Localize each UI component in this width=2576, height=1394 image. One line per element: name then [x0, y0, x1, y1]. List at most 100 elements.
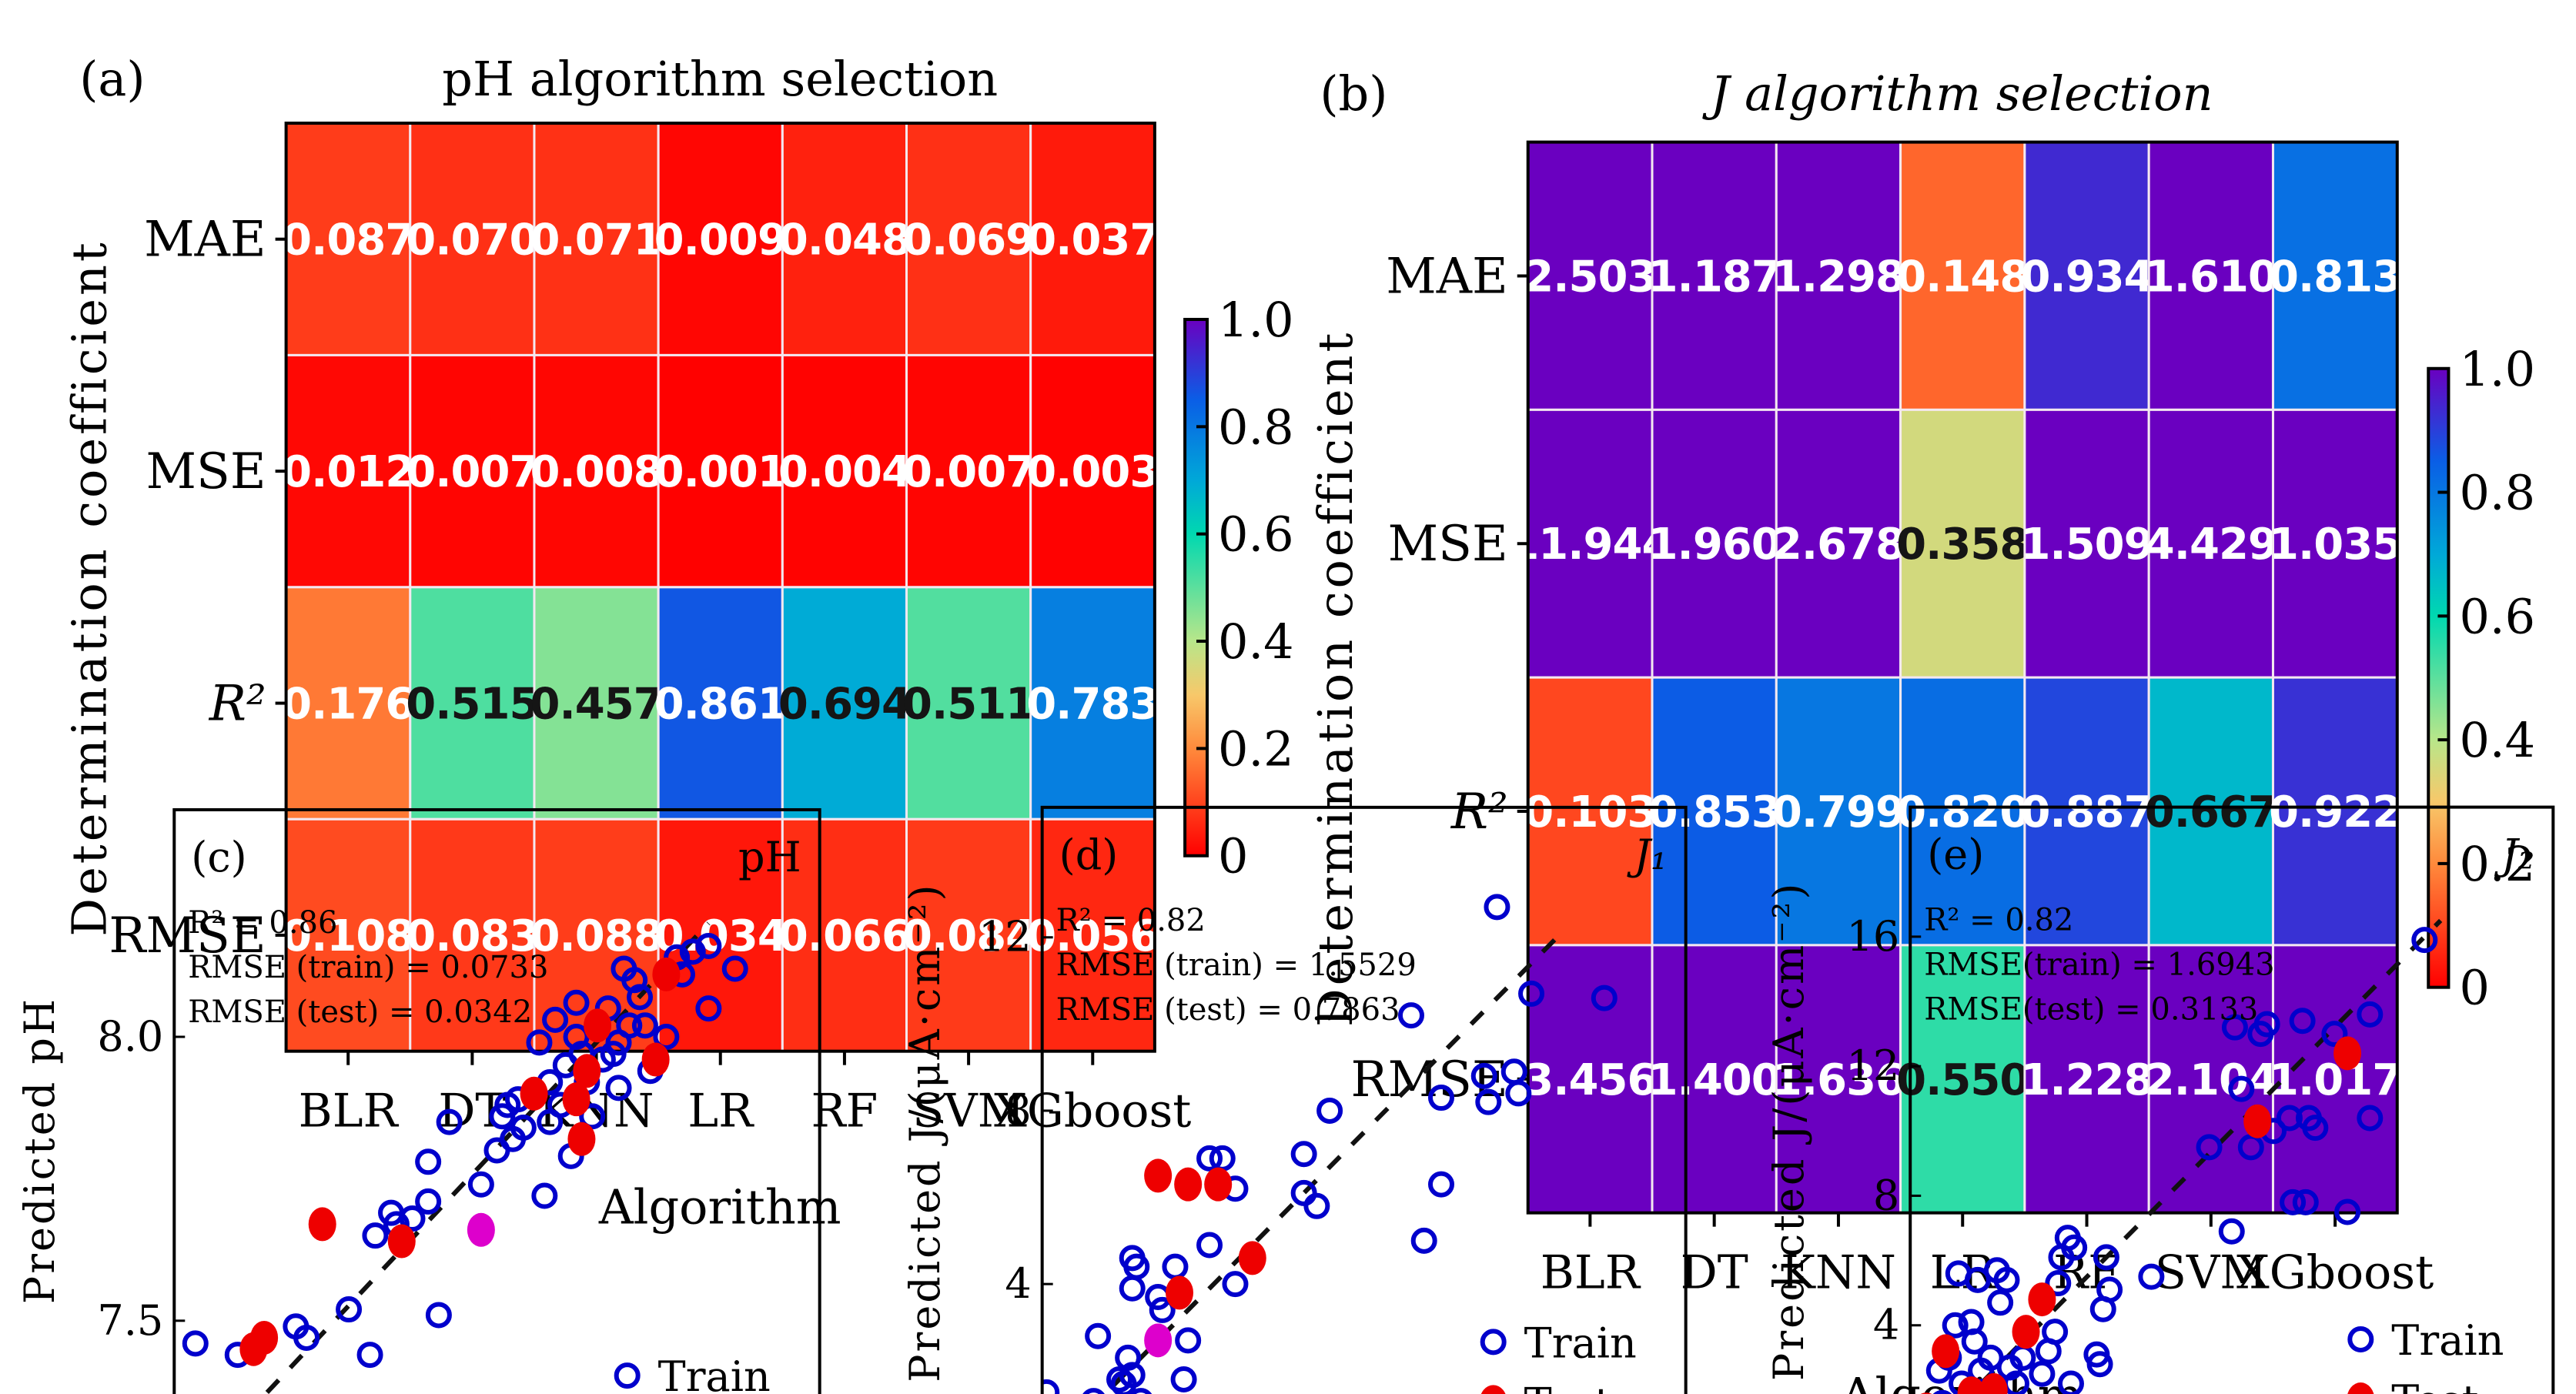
- test-point: [308, 1207, 336, 1242]
- legend-train-label: Train: [2391, 1316, 2504, 1365]
- train-point: [415, 1148, 442, 1175]
- legend-train-marker: [1480, 1329, 1507, 1356]
- colorbar-tick-label: 0.6: [1218, 506, 1294, 563]
- cell-value: 1.187: [1648, 252, 1781, 302]
- train-point: [2218, 1218, 2245, 1245]
- heatmap-cell: [781, 353, 908, 589]
- cell-value: 0.034: [654, 911, 787, 961]
- train-point: [2029, 1360, 2056, 1387]
- train-point: [2237, 1134, 2264, 1161]
- train-point: [2196, 1134, 2223, 1161]
- cell-value: 0.176: [282, 680, 414, 730]
- test-point: [567, 1122, 596, 1156]
- train-point: [1082, 1388, 1105, 1394]
- train-point: [1470, 1062, 1497, 1089]
- cell-value: 0.007: [406, 447, 538, 497]
- colorbar: [1183, 317, 1209, 857]
- colorbar-tick-label: 0.8: [1218, 399, 1294, 455]
- train-point: [1427, 1085, 1454, 1112]
- column-label: XGboost: [2236, 1246, 2434, 1300]
- colorbar-tick-label: 0.6: [2459, 588, 2535, 644]
- cell-value: 0.813: [2269, 252, 2401, 302]
- y-tick-label: 7.5: [97, 1296, 163, 1345]
- train-point: [1410, 1227, 1437, 1254]
- train-point: [1427, 1171, 1454, 1198]
- train-point: [436, 1108, 463, 1135]
- cell-value: 0.358: [1896, 520, 2029, 570]
- heatmap-cell: [2023, 141, 2150, 411]
- cell-value: 2.503: [1524, 252, 1656, 302]
- x-axis-label: Algorithm: [598, 1179, 841, 1235]
- train-point: [621, 967, 648, 994]
- column-label: XGboost: [994, 1085, 1191, 1138]
- cell-value: 0.088: [530, 911, 662, 961]
- test-point: [1932, 1334, 1960, 1369]
- train-point: [1119, 1362, 1146, 1389]
- panel-label: (e): [1927, 831, 1984, 879]
- train-point: [679, 938, 706, 965]
- row-label: R²: [209, 676, 266, 733]
- cell-value: 0.853: [1648, 787, 1781, 837]
- colorbar-tick-label: 0: [1218, 828, 1248, 884]
- train-point: [542, 1006, 569, 1033]
- y-axis-label: Determination coefficient: [61, 239, 117, 936]
- stats-annotation: RMSE(test) = 0.3133: [1924, 992, 2258, 1028]
- heatmap-cell: [2147, 141, 2274, 411]
- column-label: SVM: [912, 1085, 1025, 1138]
- cell-value: 0.037: [1026, 216, 1159, 266]
- train-point: [1129, 1388, 1153, 1394]
- cell-value: 1.509: [2020, 520, 2153, 570]
- heatmap-cell: [2147, 408, 2274, 679]
- train-point: [563, 1024, 590, 1051]
- cell-value: 0.667: [2145, 787, 2277, 837]
- cell-value: 0.103: [1524, 787, 1656, 837]
- train-point: [1591, 984, 1618, 1011]
- train-point: [2321, 1021, 2348, 1048]
- train-point: [1196, 1232, 1223, 1259]
- legend-train-marker: [2347, 1326, 2374, 1353]
- heatmap-cell: [1775, 676, 1902, 947]
- cell-value: 0.003: [1026, 447, 1159, 497]
- row-label: R²: [1450, 784, 1508, 841]
- train-point: [1290, 1179, 1317, 1206]
- train-point: [2289, 1008, 2316, 1035]
- panel-label-a: (a): [79, 51, 145, 107]
- y-tick-label: 8: [1005, 1086, 1031, 1135]
- train-point: [1961, 1328, 1988, 1355]
- cell-value: 1.228: [2020, 1055, 2153, 1105]
- cell-value: 0.820: [1896, 787, 2029, 837]
- colorbar-tick-label: 0.2: [1218, 720, 1294, 777]
- test-point: [250, 1320, 279, 1355]
- cell-value: 1.400: [1648, 1055, 1781, 1105]
- train-point: [1042, 1379, 1060, 1394]
- test-point: [641, 1042, 670, 1077]
- test-point: [1174, 1167, 1203, 1202]
- heatmap-cell: [1029, 817, 1156, 1053]
- cell-value: 0.004: [778, 447, 911, 497]
- heatmap-cell: [2023, 944, 2150, 1215]
- heatmap-cell: [781, 817, 908, 1053]
- train-point: [2138, 1263, 2165, 1290]
- heatmap-cell: [905, 817, 1032, 1053]
- train-point: [616, 1012, 643, 1039]
- highlighted-point: [1144, 1323, 1173, 1358]
- cell-value: 11.944: [1509, 520, 1671, 570]
- train-point: [182, 1330, 209, 1357]
- train-point: [1993, 1266, 2020, 1293]
- cell-value: 0.457: [530, 680, 662, 730]
- plot-area: [1920, 918, 2443, 1394]
- panel-label-b: (b): [1320, 65, 1387, 122]
- heatmap-cell: [1775, 408, 1902, 679]
- test-point: [2333, 1036, 2362, 1071]
- stats-annotation: R² = 0.86: [188, 905, 337, 941]
- test-point: [652, 957, 681, 991]
- test-point: [2243, 1104, 2272, 1138]
- heatmap-cell: [2271, 676, 2399, 947]
- cell-value: 0.069: [902, 216, 1035, 266]
- column-label: BLR: [1541, 1246, 1641, 1300]
- train-point: [526, 1029, 553, 1056]
- train-point: [415, 1188, 442, 1215]
- stats-annotation: R² = 0.82: [1924, 903, 2073, 938]
- y-tick-label: 4: [1873, 1301, 1899, 1349]
